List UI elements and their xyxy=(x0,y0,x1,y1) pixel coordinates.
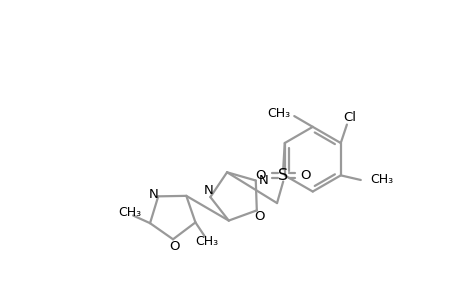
Text: CH₃: CH₃ xyxy=(267,107,290,120)
Text: O: O xyxy=(255,169,266,182)
Text: Cl: Cl xyxy=(343,111,356,124)
Text: O: O xyxy=(254,210,264,223)
Text: O: O xyxy=(300,169,310,182)
Text: N: N xyxy=(258,174,268,187)
Text: S: S xyxy=(278,168,288,183)
Text: O: O xyxy=(169,240,179,253)
Text: N: N xyxy=(203,184,213,197)
Text: CH₃: CH₃ xyxy=(118,206,141,219)
Text: CH₃: CH₃ xyxy=(195,235,218,248)
Text: N: N xyxy=(148,188,158,201)
Text: CH₃: CH₃ xyxy=(369,173,392,187)
